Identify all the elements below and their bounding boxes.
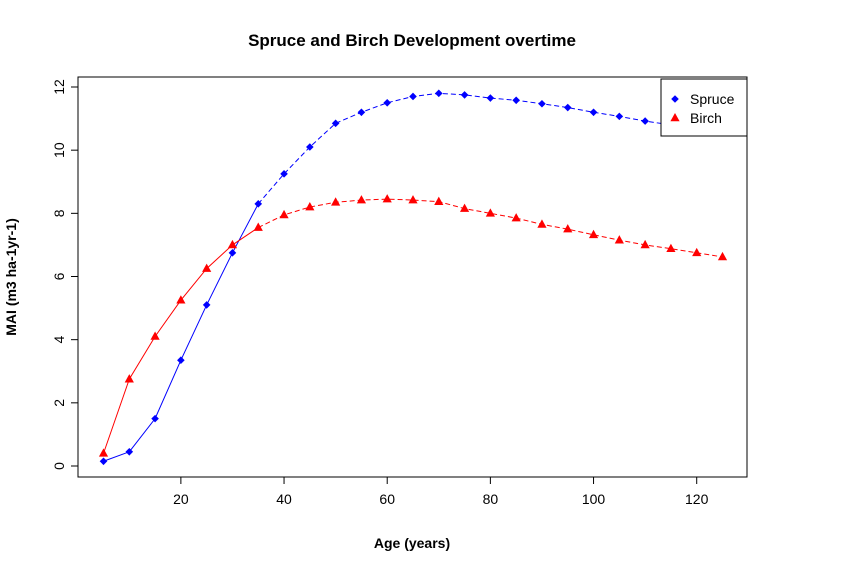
legend-items: Spruce Birch — [670, 91, 735, 126]
x-tick-label: 120 — [685, 491, 709, 507]
birch-point — [98, 448, 109, 457]
y-tick-label: 8 — [51, 209, 67, 217]
birch-series — [98, 194, 728, 457]
y-axis: 0 2 4 6 8 10 12 — [51, 79, 79, 470]
spruce-line-solid — [103, 203, 259, 462]
x-tick-label: 100 — [582, 491, 606, 507]
birch-point — [717, 251, 728, 261]
birch-point — [588, 229, 599, 239]
birch-point — [692, 247, 702, 257]
x-tick-label: 80 — [483, 491, 499, 507]
birch-point — [356, 195, 367, 204]
spruce-line-dashed — [257, 92, 723, 205]
spruce-point — [306, 143, 314, 151]
y-tick-label: 12 — [51, 79, 67, 95]
birch-point — [640, 239, 650, 249]
y-tick-label: 6 — [51, 272, 67, 280]
birch-line-dashed — [258, 198, 723, 258]
x-tick-label: 60 — [379, 491, 395, 507]
birch-point — [563, 224, 573, 233]
birch-point — [253, 222, 263, 231]
legend-item-birch: Birch — [670, 110, 722, 126]
series-layer — [98, 89, 728, 466]
x-axis-label: Age (years) — [374, 535, 450, 551]
spruce-point — [538, 99, 546, 108]
spruce-series — [99, 89, 727, 466]
chart-title: Spruce and Birch Development overtime — [248, 31, 576, 50]
legend-triangle-icon — [670, 113, 680, 122]
x-tick-label: 40 — [276, 491, 292, 507]
spruce-point — [615, 112, 624, 121]
birch-point — [150, 331, 160, 340]
x-axis: 20 40 60 80 100 120 — [173, 476, 709, 507]
birch-point — [459, 203, 470, 212]
legend-item-spruce: Spruce — [671, 91, 735, 107]
spruce-point — [357, 108, 366, 117]
legend-label: Spruce — [690, 91, 735, 107]
birch-line-solid — [103, 227, 259, 454]
birch-point — [408, 195, 418, 204]
birch-point — [124, 374, 134, 383]
y-tick-label: 0 — [51, 462, 67, 470]
y-axis-label: MAI (m3 ha-1yr-1) — [3, 218, 19, 335]
spruce-point — [228, 249, 237, 257]
birch-point — [614, 235, 624, 244]
birch-point — [202, 263, 212, 272]
legend: Spruce Birch — [660, 78, 748, 137]
spruce-point — [434, 89, 443, 98]
spruce-point — [460, 91, 469, 99]
birch-point — [305, 202, 315, 211]
spruce-point — [177, 356, 185, 364]
spruce-point — [99, 457, 108, 466]
spruce-point — [589, 108, 598, 117]
spruce-point — [202, 301, 211, 309]
spruce-point — [563, 103, 572, 112]
birch-point — [485, 208, 495, 217]
spruce-point — [383, 98, 392, 107]
spruce-point — [254, 200, 263, 208]
y-tick-label: 2 — [51, 399, 67, 407]
spruce-point — [486, 94, 495, 102]
birch-point — [434, 196, 444, 205]
legend-label: Birch — [690, 110, 722, 126]
y-tick-label: 10 — [51, 142, 67, 158]
birch-point — [382, 194, 392, 203]
birch-point — [176, 295, 186, 304]
birch-point — [331, 197, 341, 206]
spruce-point — [331, 119, 340, 128]
birch-point — [537, 219, 547, 228]
plot-frame — [77, 76, 748, 478]
legend-box — [660, 78, 748, 137]
spruce-point — [125, 447, 134, 456]
spruce-point — [409, 92, 417, 101]
spruce-point — [280, 170, 288, 178]
y-tick-label: 4 — [51, 336, 67, 344]
spruce-point — [512, 96, 520, 105]
spruce-point — [151, 414, 159, 423]
birch-point — [227, 239, 238, 249]
birch-point — [666, 243, 676, 253]
birch-point — [279, 209, 289, 219]
x-tick-label: 20 — [173, 491, 189, 507]
birch-point — [511, 213, 521, 222]
spruce-point — [641, 117, 649, 125]
legend-diamond-icon — [671, 95, 679, 103]
